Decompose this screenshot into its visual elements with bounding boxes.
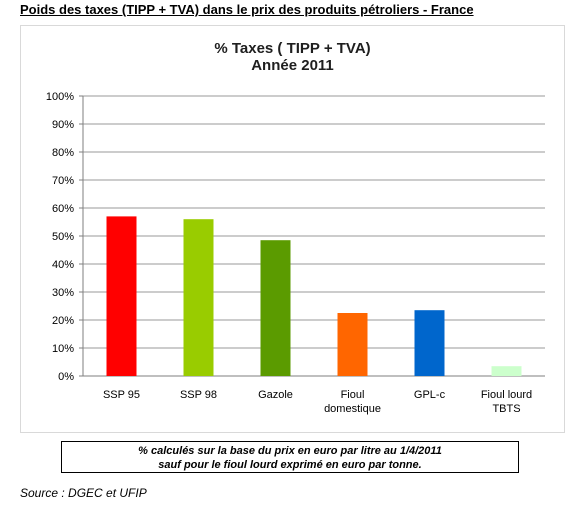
bar [491,366,522,376]
y-tick-label: 0% [58,371,74,383]
chart-title: % Taxes ( TIPP + TVA) [214,40,371,57]
footnote-box: % calculés sur la base du prix en euro p… [61,441,519,473]
y-tick-label: 60% [52,203,74,215]
y-tick-label: 50% [52,231,74,243]
y-tick-label: 70% [52,175,74,187]
source-label: Source : DGEC et UFIP [20,486,147,500]
footnote-line-2: sauf pour le fioul lourd exprimé en euro… [158,459,422,471]
x-tick-label: TBTS [492,403,520,415]
y-tick-label: 30% [52,287,74,299]
y-tick-label: 80% [52,147,74,159]
bar [183,219,214,376]
bar [337,313,368,376]
y-tick-label: 20% [52,315,74,327]
bar [260,240,291,376]
x-tick-label: domestique [324,403,381,415]
x-tick-label: Fioul lourd [481,389,532,401]
footnote-line-1: % calculés sur la base du prix en euro p… [138,445,442,457]
x-tick-label: SSP 98 [180,389,217,401]
y-tick-label: 100% [46,91,74,103]
page-title: Poids des taxes (TIPP + TVA) dans le pri… [20,2,474,17]
y-tick-label: 40% [52,259,74,271]
bar [414,310,445,376]
x-tick-label: GPL-c [414,389,446,401]
y-tick-label: 90% [52,119,74,131]
x-tick-label: Gazole [258,389,293,401]
y-tick-label: 10% [52,343,74,355]
x-tick-label: Fioul [341,389,365,401]
chart-subtitle: Année 2011 [251,57,334,74]
x-tick-label: SSP 95 [103,389,140,401]
bar [106,216,137,376]
